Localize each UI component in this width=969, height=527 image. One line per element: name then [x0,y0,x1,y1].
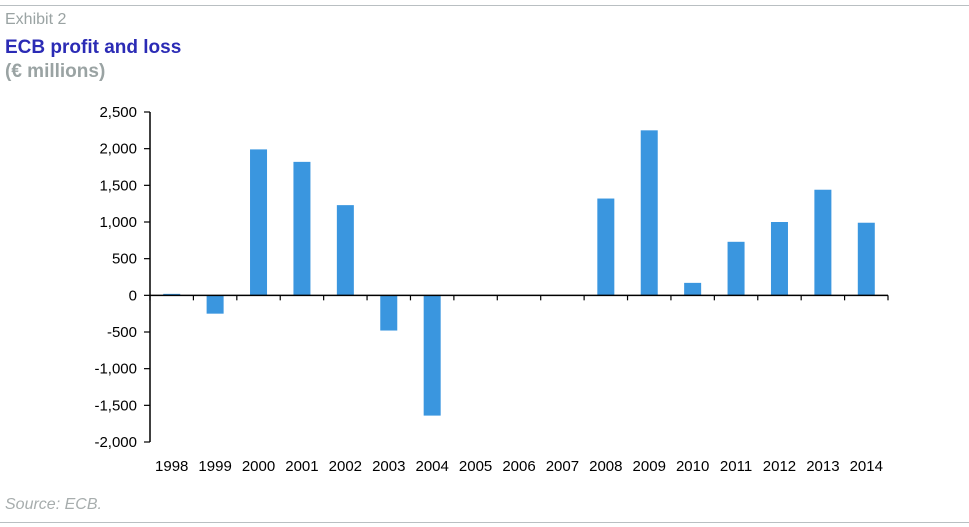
x-tick-label: 2014 [850,458,883,475]
y-tick-label: -1,500 [94,397,137,414]
x-tick-label: 2003 [372,458,405,475]
y-tick-label: 500 [112,251,137,268]
bar-2000 [250,149,268,296]
x-tick-label: 2010 [676,458,709,475]
bar-2009 [640,130,658,296]
y-tick-label: 2,000 [99,141,137,158]
bottom-rule [0,522,969,523]
y-tick-label: 1,500 [99,177,137,194]
bar-2010 [684,282,702,296]
chart-title: ECB profit and loss [5,37,182,58]
x-tick-label: 2007 [546,458,579,475]
x-tick-label: 2004 [415,458,448,475]
x-tick-label: 1998 [155,458,188,475]
top-rule [0,5,969,6]
x-tick-label: 2009 [633,458,666,475]
bar-2008 [597,198,615,296]
x-tick-label: 2008 [589,458,622,475]
exhibit-label: Exhibit 2 [5,11,67,28]
x-tick-label: 2005 [459,458,492,475]
y-tick-label: 1,000 [99,214,137,231]
x-tick-label: 2001 [285,458,318,475]
source-note: Source: ECB. [5,496,102,513]
y-tick-label: -2,000 [94,434,137,451]
bar-2003 [380,295,398,331]
bar-2004 [423,295,441,416]
x-tick-label: 2002 [329,458,362,475]
bar-2011 [727,241,745,296]
bar-2014 [857,222,875,296]
chart-units: (€ millions) [5,61,106,82]
y-tick-label: 0 [129,287,137,304]
y-tick-label: -500 [107,324,137,341]
x-tick-label: 2011 [720,458,752,475]
bar-1999 [206,295,224,314]
bar-2002 [336,205,354,296]
bar-2012 [770,222,788,296]
x-tick-label: 1999 [198,458,231,475]
y-tick-label: -1,000 [94,361,137,378]
x-tick-label: 2013 [806,458,839,475]
x-tick-label: 2006 [502,458,535,475]
x-tick-label: 2012 [763,458,796,475]
x-tick-label: 2000 [242,458,275,475]
bar-2013 [814,189,832,296]
bar-2001 [293,161,311,296]
y-tick-label: 2,500 [99,104,137,121]
